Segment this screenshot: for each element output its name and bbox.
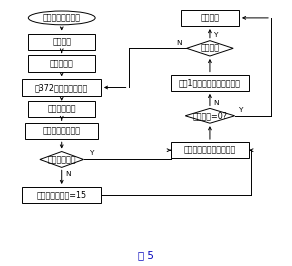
Text: Y: Y <box>213 32 218 38</box>
Text: 读取下传数据长度寄存器: 读取下传数据长度寄存器 <box>184 146 236 155</box>
Text: N: N <box>213 100 219 106</box>
Polygon shape <box>187 41 233 56</box>
Text: Y: Y <box>238 107 243 113</box>
Text: 数据下传完成: 数据下传完成 <box>48 155 76 164</box>
Text: 中断服务程序入口: 中断服务程序入口 <box>43 13 81 22</box>
Text: 数据长度=0?: 数据长度=0? <box>192 111 227 120</box>
Text: Y: Y <box>89 150 93 156</box>
Ellipse shape <box>28 11 95 25</box>
FancyBboxPatch shape <box>22 79 101 96</box>
FancyBboxPatch shape <box>171 142 249 158</box>
Polygon shape <box>185 108 235 123</box>
Text: 保护现场: 保护现场 <box>52 37 71 46</box>
Polygon shape <box>40 152 84 167</box>
FancyBboxPatch shape <box>181 10 239 26</box>
Text: 等待数据传输完成: 等待数据传输完成 <box>43 127 81 136</box>
Text: 读取1字节的下传数据并保存: 读取1字节的下传数据并保存 <box>179 78 241 87</box>
Text: 保存传输状态: 保存传输状态 <box>48 105 76 114</box>
FancyBboxPatch shape <box>28 56 95 72</box>
FancyBboxPatch shape <box>28 101 95 117</box>
Text: 中断返回: 中断返回 <box>200 13 219 22</box>
FancyBboxPatch shape <box>28 34 95 50</box>
Text: 读372传输状态寄存器: 读372传输状态寄存器 <box>35 83 88 92</box>
Text: N: N <box>176 40 181 46</box>
Text: N: N <box>65 171 71 177</box>
FancyBboxPatch shape <box>171 74 249 91</box>
Text: 上传数据寄存器=15: 上传数据寄存器=15 <box>37 191 87 200</box>
Text: 清中断标志: 清中断标志 <box>50 59 74 68</box>
Text: 读取完成: 读取完成 <box>200 44 219 53</box>
Text: 图 5: 图 5 <box>138 250 154 260</box>
FancyBboxPatch shape <box>22 187 101 203</box>
FancyBboxPatch shape <box>25 123 98 139</box>
